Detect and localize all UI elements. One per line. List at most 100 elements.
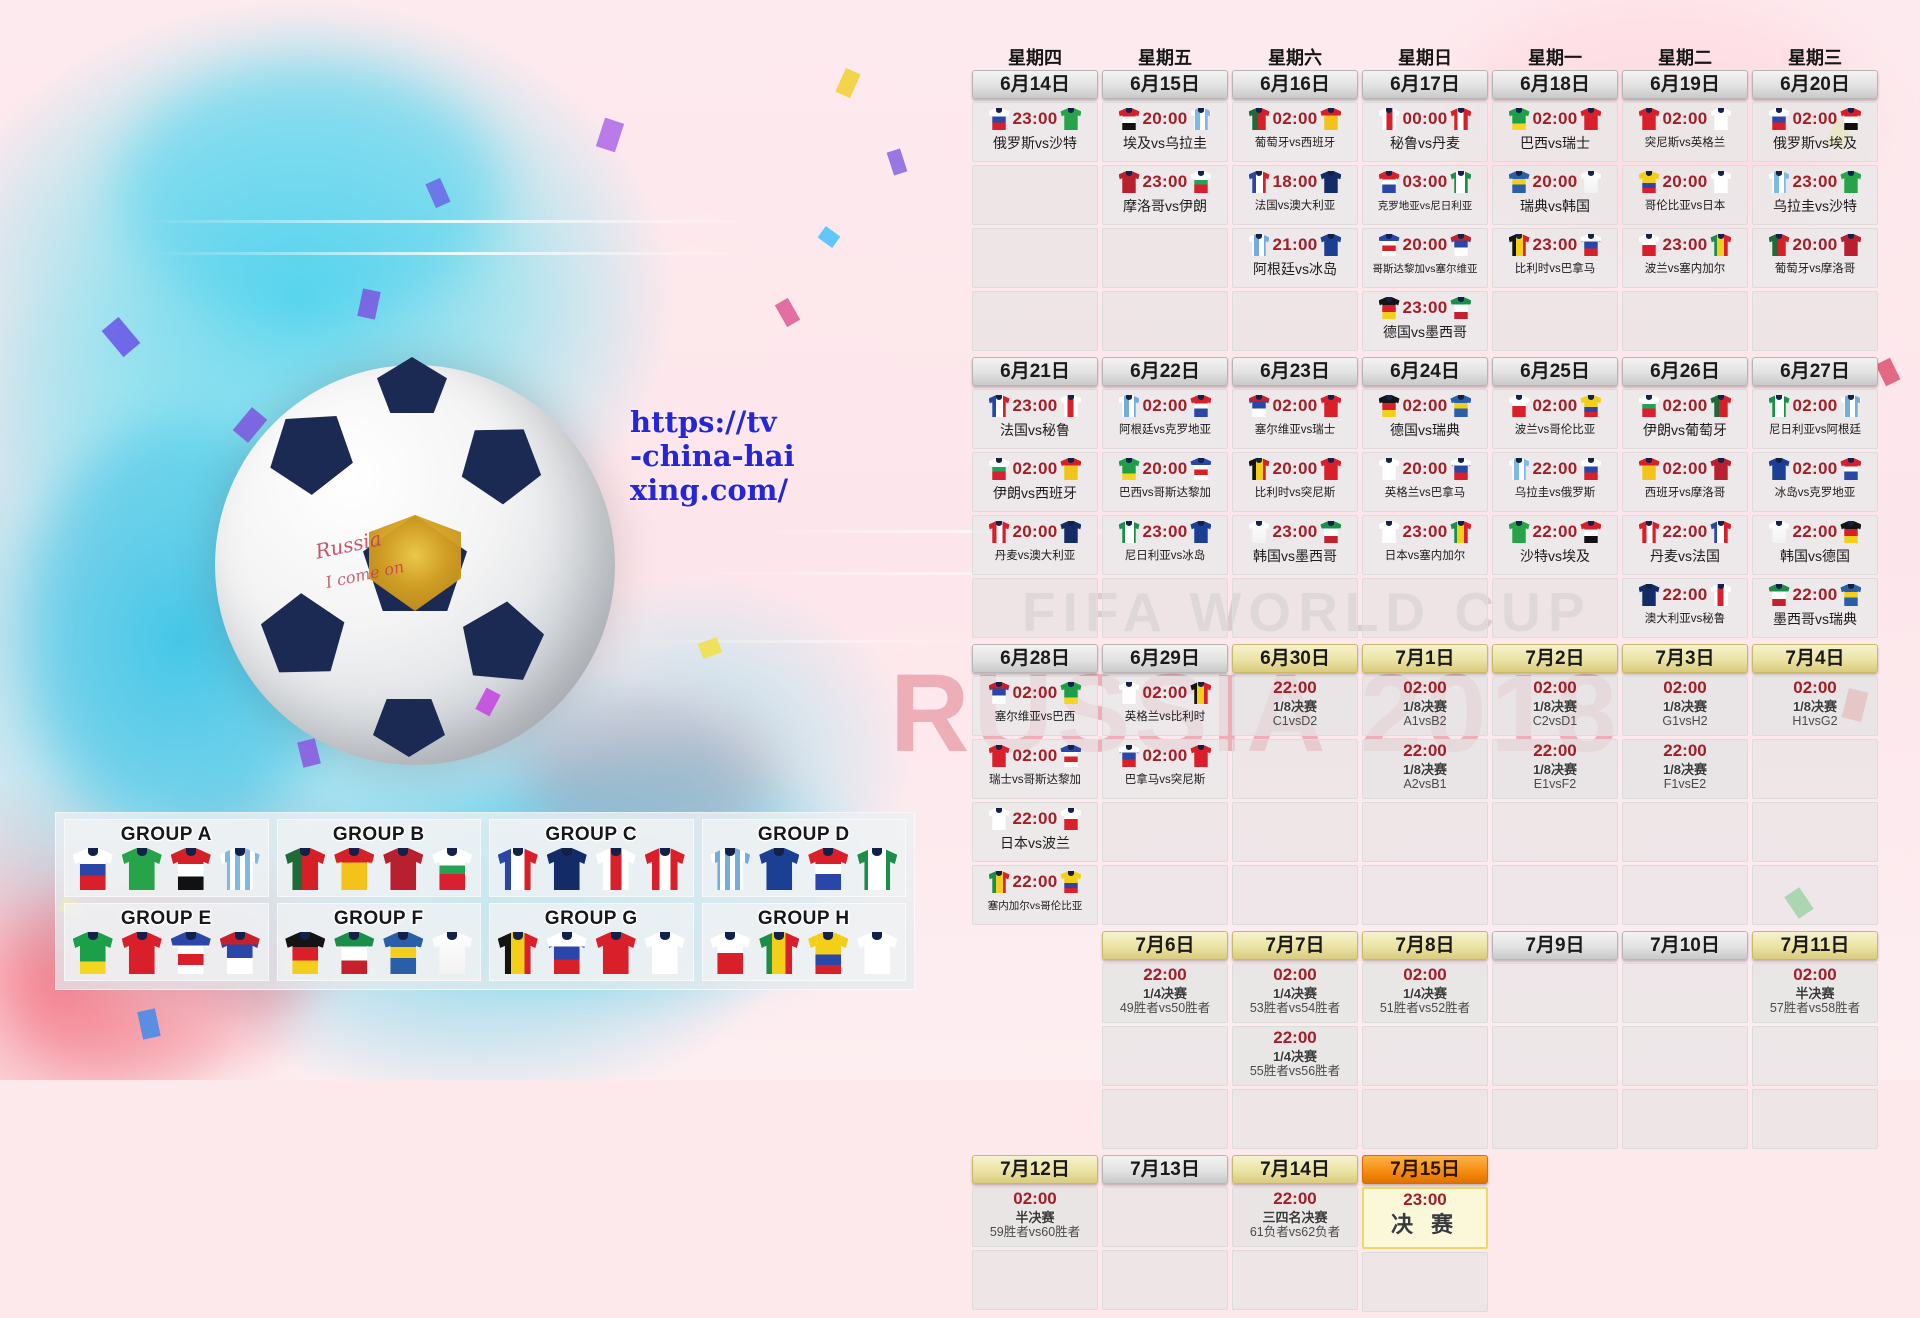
match-cell[interactable]: 20:00 哥斯达黎加vs塞尔维亚 (1362, 228, 1488, 288)
match-cell-knockout[interactable]: 22:00 1/8决赛 F1vsE2 (1622, 739, 1748, 799)
match-cell[interactable]: 02:00 瑞士vs哥斯达黎加 (972, 739, 1098, 799)
match-cell[interactable]: 23:00 法国vs秘鲁 (972, 389, 1098, 449)
match-cell[interactable]: 02:00 尼日利亚vs阿根廷 (1752, 389, 1878, 449)
date-header-7月11日[interactable]: 7月11日 (1752, 931, 1878, 960)
match-cell[interactable]: 22:00 日本vs波兰 (972, 802, 1098, 862)
match-cell[interactable]: 02:00 塞尔维亚vs巴西 (972, 676, 1098, 736)
date-header-7月9日[interactable]: 7月9日 (1492, 931, 1618, 960)
date-header-7月15日[interactable]: 7月15日 (1362, 1155, 1488, 1184)
match-cell-knockout[interactable]: 02:00 半决赛 57胜者vs58胜者 (1752, 963, 1878, 1023)
group-box-group-f[interactable]: GROUP F (276, 903, 481, 981)
date-header-6月27日[interactable]: 6月27日 (1752, 357, 1878, 386)
match-cell[interactable]: 23:00 波兰vs塞内加尔 (1622, 228, 1748, 288)
match-cell[interactable]: 22:00 澳大利亚vs秘鲁 (1622, 578, 1748, 638)
match-cell[interactable]: 02:00 冰岛vs克罗地亚 (1752, 452, 1878, 512)
match-cell[interactable]: 00:00 秘鲁vs丹麦 (1362, 102, 1488, 162)
date-header-7月8日[interactable]: 7月8日 (1362, 931, 1488, 960)
date-header-6月23日[interactable]: 6月23日 (1232, 357, 1358, 386)
match-cell[interactable]: 23:00 韩国vs墨西哥 (1232, 515, 1358, 575)
date-header-6月28日[interactable]: 6月28日 (972, 644, 1098, 673)
match-cell[interactable]: 02:00 俄罗斯vs埃及 (1752, 102, 1878, 162)
match-cell[interactable]: 23:00 日本vs塞内加尔 (1362, 515, 1488, 575)
match-cell[interactable]: 18:00 法国vs澳大利亚 (1232, 165, 1358, 225)
match-cell[interactable]: 23:00 俄罗斯vs沙特 (972, 102, 1098, 162)
group-box-group-g[interactable]: GROUP G (489, 903, 694, 981)
match-cell-knockout[interactable]: 22:00 1/4决赛 55胜者vs56胜者 (1232, 1026, 1358, 1086)
match-cell[interactable]: 02:00 西班牙vs摩洛哥 (1622, 452, 1748, 512)
match-cell-knockout[interactable]: 22:00 1/8决赛 E1vsF2 (1492, 739, 1618, 799)
match-cell[interactable]: 20:00 巴西vs哥斯达黎加 (1102, 452, 1228, 512)
match-cell-knockout[interactable]: 02:00 1/4决赛 51胜者vs52胜者 (1362, 963, 1488, 1023)
match-cell[interactable]: 02:00 德国vs瑞典 (1362, 389, 1488, 449)
date-header-6月25日[interactable]: 6月25日 (1492, 357, 1618, 386)
date-header-7月4日[interactable]: 7月4日 (1752, 644, 1878, 673)
date-header-6月21日[interactable]: 6月21日 (972, 357, 1098, 386)
match-cell[interactable]: 20:00 埃及vs乌拉圭 (1102, 102, 1228, 162)
match-cell[interactable]: 02:00 塞尔维亚vs瑞士 (1232, 389, 1358, 449)
date-header-7月13日[interactable]: 7月13日 (1102, 1155, 1228, 1184)
match-cell[interactable]: 02:00 英格兰vs比利时 (1102, 676, 1228, 736)
date-header-6月14日[interactable]: 6月14日 (972, 70, 1098, 99)
date-header-6月29日[interactable]: 6月29日 (1102, 644, 1228, 673)
match-cell-knockout[interactable]: 22:00 1/8决赛 C1vsD2 (1232, 676, 1358, 736)
match-cell[interactable]: 02:00 伊朗vs葡萄牙 (1622, 389, 1748, 449)
group-box-group-b[interactable]: GROUP B (276, 819, 481, 897)
date-header-6月15日[interactable]: 6月15日 (1102, 70, 1228, 99)
date-header-6月24日[interactable]: 6月24日 (1362, 357, 1488, 386)
date-header-7月12日[interactable]: 7月12日 (972, 1155, 1098, 1184)
match-cell-knockout[interactable]: 02:00 1/8决赛 C2vsD1 (1492, 676, 1618, 736)
group-box-group-a[interactable]: GROUP A (64, 819, 269, 897)
match-cell[interactable]: 23:00 比利时vs巴拿马 (1492, 228, 1618, 288)
match-cell[interactable]: 22:00 沙特vs埃及 (1492, 515, 1618, 575)
match-cell-knockout[interactable]: 02:00 1/8决赛 G1vsH2 (1622, 676, 1748, 736)
date-header-7月2日[interactable]: 7月2日 (1492, 644, 1618, 673)
match-cell[interactable]: 02:00 伊朗vs西班牙 (972, 452, 1098, 512)
match-cell-final[interactable]: 23:00 决 赛 (1362, 1187, 1488, 1249)
match-cell[interactable]: 22:00 墨西哥vs瑞典 (1752, 578, 1878, 638)
date-header-6月30日[interactable]: 6月30日 (1232, 644, 1358, 673)
match-cell[interactable]: 20:00 英格兰vs巴拿马 (1362, 452, 1488, 512)
date-header-7月1日[interactable]: 7月1日 (1362, 644, 1488, 673)
match-cell-knockout[interactable]: 02:00 1/4决赛 53胜者vs54胜者 (1232, 963, 1358, 1023)
date-header-6月18日[interactable]: 6月18日 (1492, 70, 1618, 99)
match-cell[interactable]: 02:00 波兰vs哥伦比亚 (1492, 389, 1618, 449)
match-cell-knockout[interactable]: 02:00 半决赛 59胜者vs60胜者 (972, 1187, 1098, 1247)
match-cell[interactable]: 03:00 克罗地亚vs尼日利亚 (1362, 165, 1488, 225)
match-cell-knockout[interactable]: 22:00 1/4决赛 49胜者vs50胜者 (1102, 963, 1228, 1023)
match-cell-knockout[interactable]: 22:00 三四名决赛 61负者vs62负者 (1232, 1187, 1358, 1247)
date-header-7月3日[interactable]: 7月3日 (1622, 644, 1748, 673)
date-header-7月14日[interactable]: 7月14日 (1232, 1155, 1358, 1184)
match-cell[interactable]: 21:00 阿根廷vs冰岛 (1232, 228, 1358, 288)
match-cell[interactable]: 02:00 葡萄牙vs西班牙 (1232, 102, 1358, 162)
match-cell[interactable]: 20:00 哥伦比亚vs日本 (1622, 165, 1748, 225)
match-cell[interactable]: 22:00 乌拉圭vs俄罗斯 (1492, 452, 1618, 512)
group-box-group-d[interactable]: GROUP D (701, 819, 906, 897)
match-cell-knockout[interactable]: 02:00 1/8决赛 A1vsB2 (1362, 676, 1488, 736)
match-cell[interactable]: 02:00 巴拿马vs突尼斯 (1102, 739, 1228, 799)
match-cell[interactable]: 20:00 丹麦vs澳大利亚 (972, 515, 1098, 575)
date-header-6月19日[interactable]: 6月19日 (1622, 70, 1748, 99)
match-cell[interactable]: 23:00 尼日利亚vs冰岛 (1102, 515, 1228, 575)
group-box-group-e[interactable]: GROUP E (64, 903, 269, 981)
match-cell[interactable]: 22:00 塞内加尔vs哥伦比亚 (972, 865, 1098, 925)
match-cell[interactable]: 02:00 巴西vs瑞士 (1492, 102, 1618, 162)
date-header-6月22日[interactable]: 6月22日 (1102, 357, 1228, 386)
match-cell[interactable]: 20:00 比利时vs突尼斯 (1232, 452, 1358, 512)
match-cell[interactable]: 23:00 德国vs墨西哥 (1362, 291, 1488, 351)
group-box-group-c[interactable]: GROUP C (489, 819, 694, 897)
match-cell-knockout[interactable]: 02:00 1/8决赛 H1vsG2 (1752, 676, 1878, 736)
match-cell[interactable]: 23:00 乌拉圭vs沙特 (1752, 165, 1878, 225)
match-cell-knockout[interactable]: 22:00 1/8决赛 A2vsB1 (1362, 739, 1488, 799)
match-cell[interactable]: 23:00 摩洛哥vs伊朗 (1102, 165, 1228, 225)
date-header-6月16日[interactable]: 6月16日 (1232, 70, 1358, 99)
date-header-7月10日[interactable]: 7月10日 (1622, 931, 1748, 960)
match-cell[interactable]: 20:00 瑞典vs韩国 (1492, 165, 1618, 225)
group-box-group-h[interactable]: GROUP H (701, 903, 906, 981)
match-cell[interactable]: 02:00 阿根廷vs克罗地亚 (1102, 389, 1228, 449)
date-header-7月6日[interactable]: 7月6日 (1102, 931, 1228, 960)
match-cell[interactable]: 22:00 韩国vs德国 (1752, 515, 1878, 575)
match-cell[interactable]: 02:00 突尼斯vs英格兰 (1622, 102, 1748, 162)
match-cell[interactable]: 20:00 葡萄牙vs摩洛哥 (1752, 228, 1878, 288)
date-header-7月7日[interactable]: 7月7日 (1232, 931, 1358, 960)
date-header-6月20日[interactable]: 6月20日 (1752, 70, 1878, 99)
